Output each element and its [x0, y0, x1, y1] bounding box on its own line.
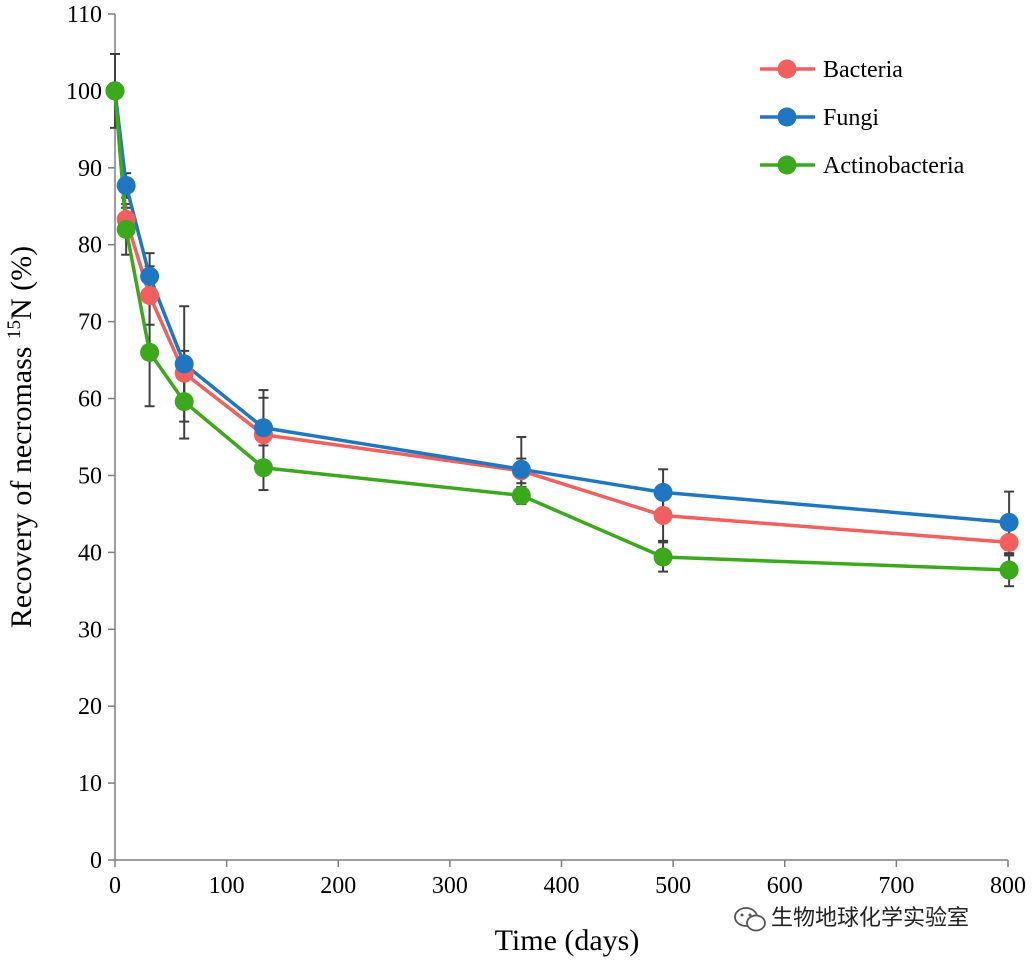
y-tick-label: 10 — [78, 771, 102, 797]
y-tick-label: 110 — [67, 2, 102, 28]
series-line-fungi — [113, 90, 1010, 525]
legend-swatch-marker — [777, 107, 797, 127]
y-tick-label: 40 — [78, 540, 102, 566]
y-tick-label: 90 — [78, 156, 102, 182]
y-tick-label: 100 — [66, 79, 102, 105]
data-point-actinobacteria — [174, 392, 194, 412]
data-point-fungi — [253, 418, 273, 438]
data-point-fungi — [999, 512, 1019, 532]
y-tick-label: 70 — [78, 310, 102, 336]
x-tick-label: 300 — [432, 873, 468, 899]
data-point-fungi — [511, 459, 531, 479]
data-point-fungi — [174, 354, 194, 374]
legend-swatch-marker — [777, 59, 797, 79]
y-tick-label: 30 — [78, 617, 102, 643]
y-axis-title: Recovery of necromass 15N (%) — [4, 246, 38, 628]
data-point-bacteria — [140, 285, 160, 305]
data-point-actinobacteria — [116, 219, 136, 239]
series-line-actinobacteria — [113, 90, 1010, 572]
data-point-actinobacteria — [105, 81, 125, 101]
x-axis-title: Time (days) — [495, 924, 640, 957]
x-tick-label: 700 — [878, 873, 914, 899]
data-point-actinobacteria — [140, 342, 160, 362]
data-point-bacteria — [653, 505, 673, 525]
data-point-actinobacteria — [253, 458, 273, 478]
y-tick-label: 60 — [78, 387, 102, 413]
data-points — [105, 81, 1019, 580]
error-bars — [110, 52, 1015, 588]
x-tick-label: 0 — [109, 873, 121, 899]
data-point-actinobacteria — [653, 547, 673, 567]
watermark: 生物地球化学实验室 — [734, 906, 969, 932]
legend-swatch-marker — [777, 155, 797, 175]
y-tick-label: 0 — [90, 848, 102, 874]
legend-item-actinobacteria: Actinobacteria — [760, 153, 965, 179]
y-tick-label: 20 — [78, 694, 102, 720]
wechat-icon — [734, 907, 766, 932]
data-point-fungi — [140, 266, 160, 286]
x-tick-label: 200 — [320, 873, 356, 899]
legend-label: Bacteria — [823, 57, 903, 83]
data-point-actinobacteria — [999, 560, 1019, 580]
axes: 0 10 20 30 40 50 60 70 80 90 100 110 0 100 200 300 400 50… — [66, 2, 1026, 899]
y-axis-title-superscript: 15 — [4, 320, 25, 339]
series-layer — [105, 52, 1019, 588]
data-point-actinobacteria — [511, 485, 531, 505]
y-axis-title-suffix: N (%) — [5, 246, 38, 320]
x-tick-label: 100 — [209, 873, 245, 899]
y-tick-label: 80 — [78, 233, 102, 259]
legend-label: Actinobacteria — [823, 153, 965, 179]
legend-item-bacteria: Bacteria — [760, 57, 903, 83]
x-tick-label: 500 — [655, 873, 691, 899]
y-axis-title-prefix: Recovery of necromass — [5, 339, 38, 628]
data-point-fungi — [116, 176, 136, 196]
x-tick-label: 600 — [767, 873, 803, 899]
x-tick-label: 400 — [544, 873, 580, 899]
x-tick-label: 800 — [990, 873, 1026, 899]
legend: Bacteria Fungi Actinobacteria — [760, 57, 965, 179]
legend-label: Fungi — [823, 105, 879, 131]
y-tick-label: 50 — [78, 463, 102, 489]
data-point-fungi — [653, 482, 673, 502]
legend-item-fungi: Fungi — [760, 105, 879, 131]
data-point-bacteria — [999, 532, 1019, 552]
watermark-text: 生物地球化学实验室 — [771, 906, 969, 931]
